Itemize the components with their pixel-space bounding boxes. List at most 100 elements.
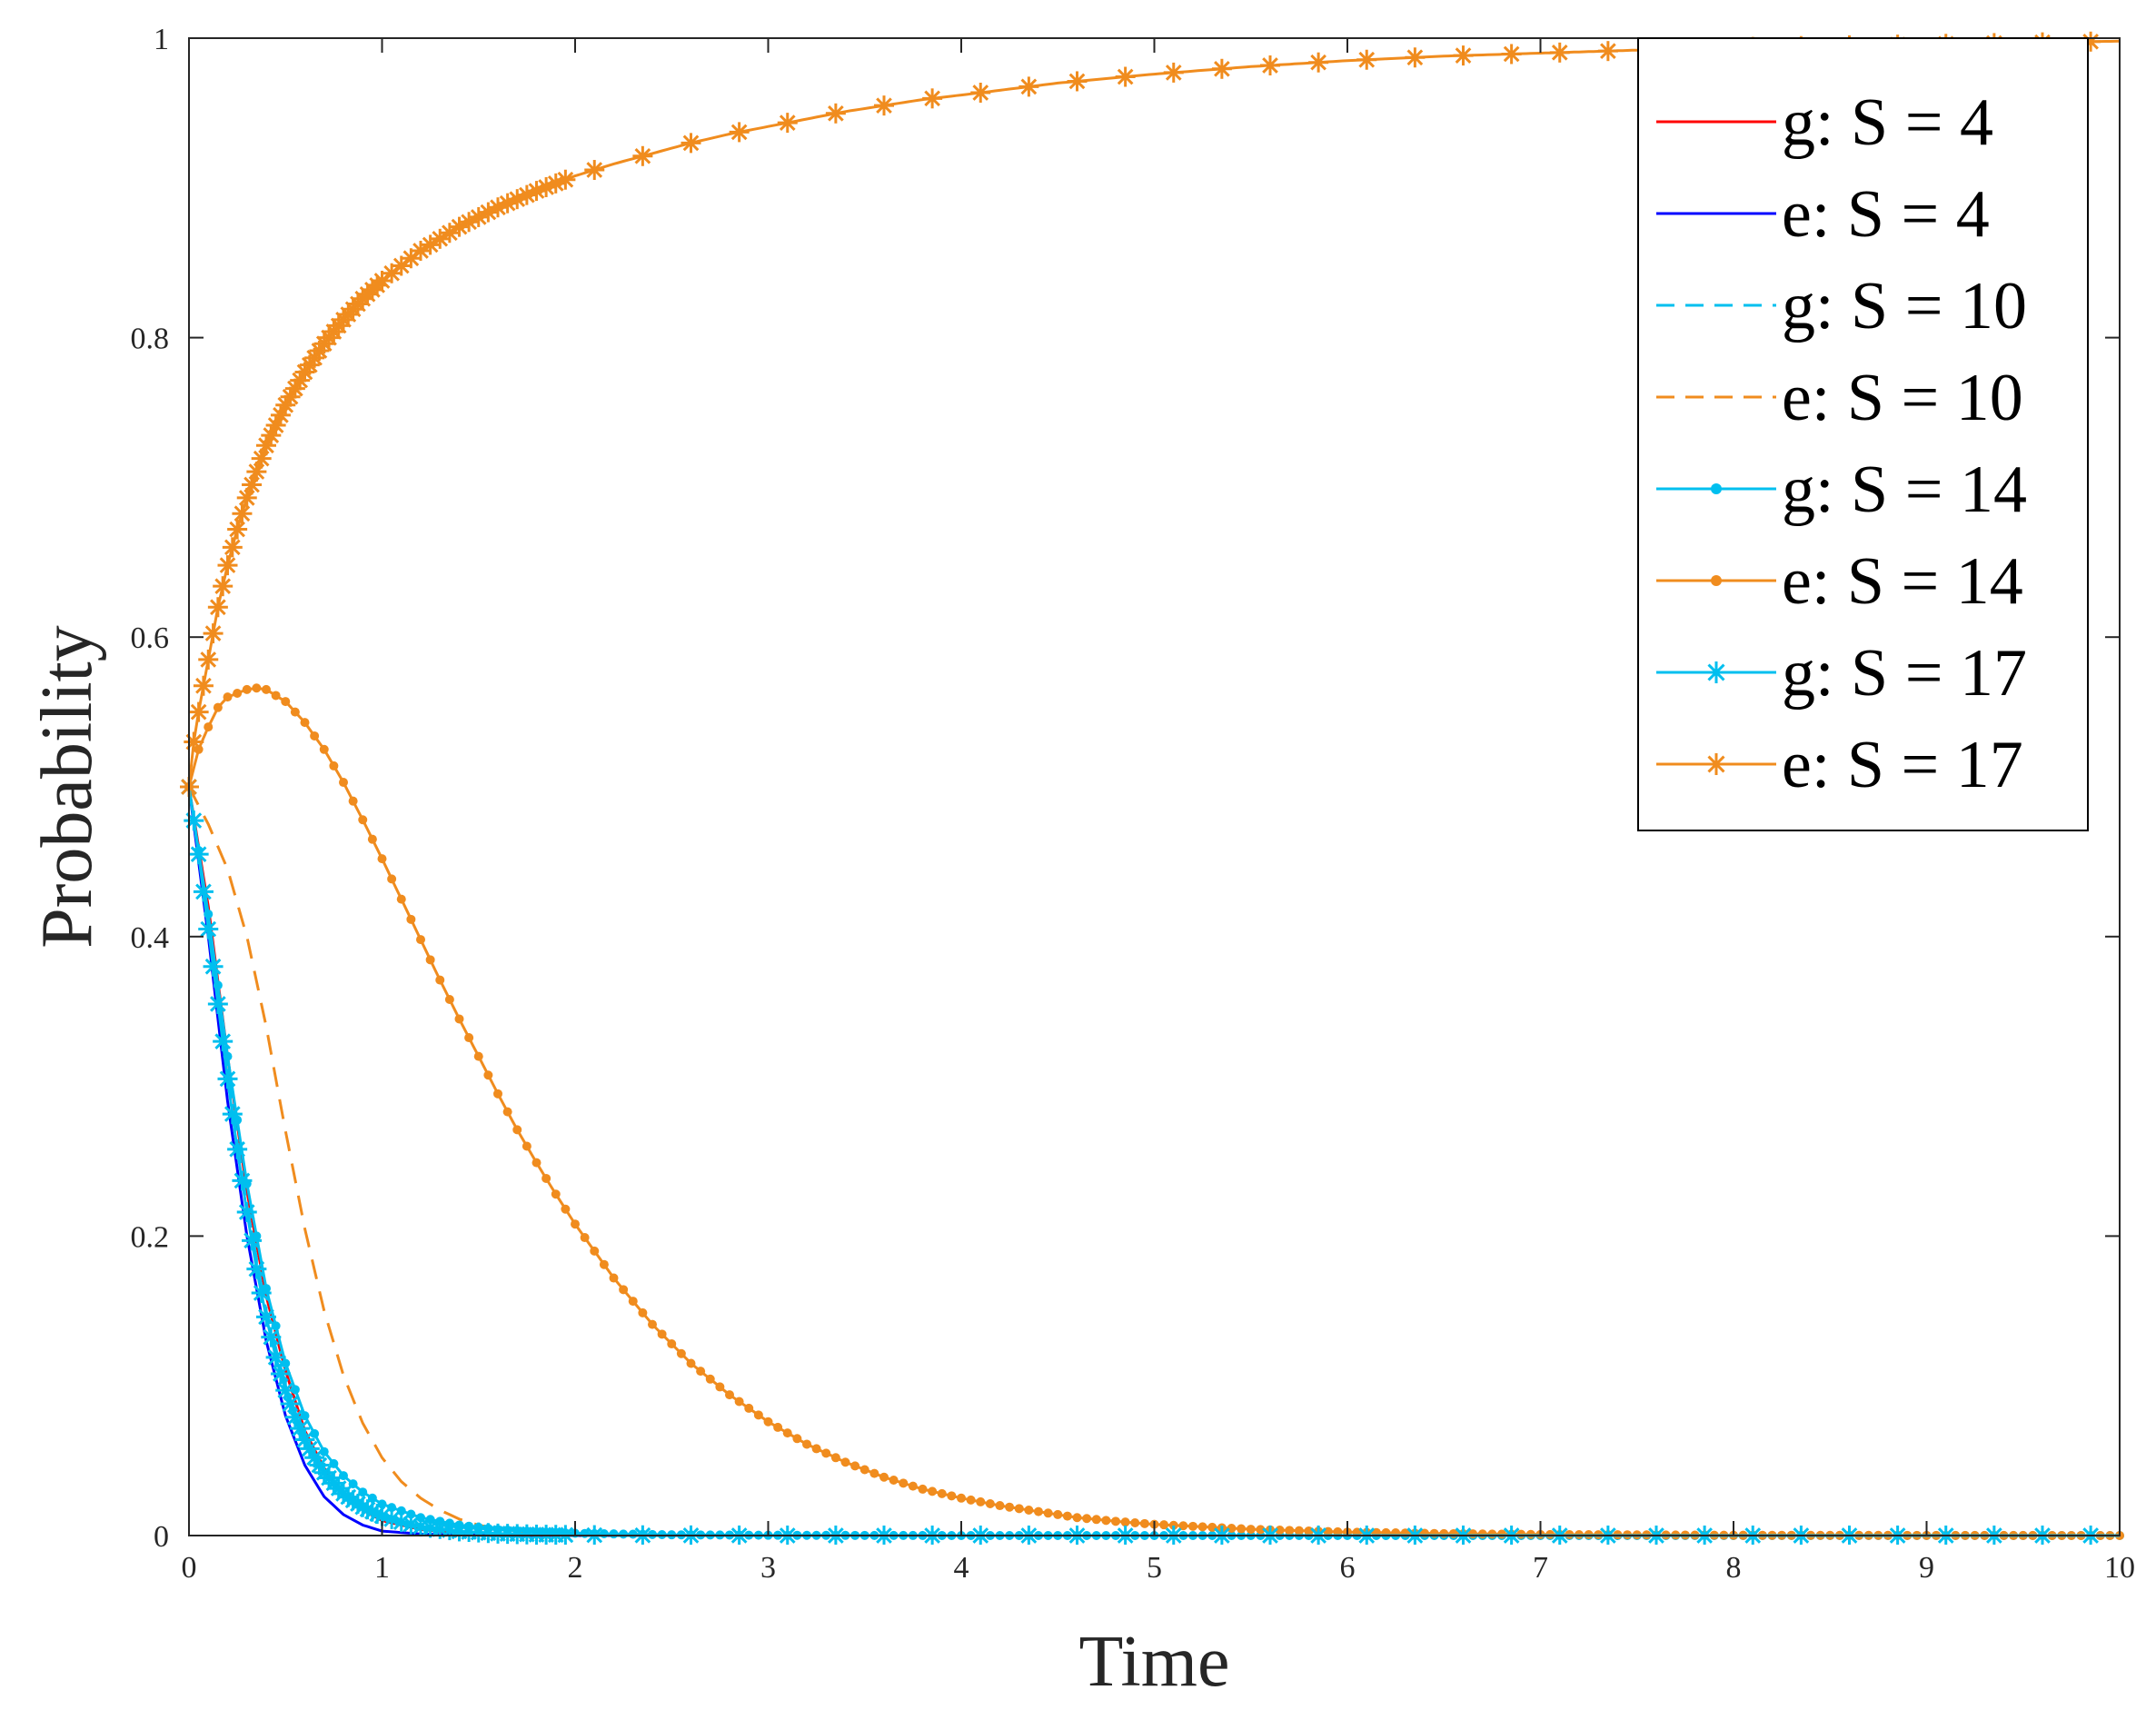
data-point [416, 935, 425, 945]
data-point [198, 649, 219, 670]
data-point [207, 597, 228, 618]
x-axis-label: Time [1078, 1622, 1229, 1702]
data-point [184, 810, 204, 831]
legend-item: g: S = 17 [1656, 636, 2027, 711]
legend-item: g: S = 4 [1656, 85, 1993, 160]
data-point [744, 1403, 754, 1413]
data-point [232, 1170, 253, 1191]
data-point [681, 133, 701, 154]
legend-label: e: S = 10 [1782, 361, 2023, 435]
x-tick-label: 1 [374, 1551, 390, 1585]
data-point [821, 1448, 831, 1458]
legend-label: g: S = 14 [1782, 452, 2027, 527]
data-point [1024, 1505, 1034, 1515]
data-point [1308, 52, 1329, 73]
data-point [632, 145, 653, 166]
data-point [256, 1307, 276, 1327]
data-point [223, 692, 233, 702]
data-point [551, 1189, 561, 1199]
x-tick-label: 7 [1533, 1551, 1548, 1585]
data-point [382, 263, 402, 283]
series-line [187, 786, 2120, 1537]
x-tick-label: 9 [1919, 1551, 1934, 1585]
x-tick-label: 10 [2104, 1551, 2135, 1585]
data-point [1405, 47, 1426, 68]
data-point [725, 1390, 734, 1400]
legend-item: g: S = 14 [1656, 452, 2027, 527]
y-tick-label: 0.8 [131, 323, 170, 356]
data-point [1477, 1529, 1487, 1539]
data-point [1285, 1526, 1295, 1536]
data-point [1549, 42, 1570, 63]
data-point [1014, 1504, 1024, 1514]
data-point [628, 1297, 638, 1307]
data-point [377, 1499, 387, 1509]
legend-marker [1711, 483, 1722, 494]
data-point [859, 1465, 869, 1475]
series-line [187, 786, 2120, 1537]
data-point [473, 1051, 483, 1061]
data-point [638, 1307, 648, 1317]
data-point [753, 1410, 763, 1420]
data-point [571, 1219, 580, 1229]
legend-item: e: S = 4 [1656, 177, 1990, 252]
data-point [561, 1204, 571, 1214]
data-point [1275, 1526, 1285, 1536]
data-point [265, 1347, 286, 1367]
data-point [213, 576, 233, 597]
series-e-s-4 [187, 786, 2120, 1537]
data-point [830, 1453, 840, 1463]
data-point [541, 1173, 551, 1183]
data-point [1111, 1516, 1120, 1526]
y-tick-label: 0.4 [131, 921, 170, 955]
data-point [976, 1496, 986, 1506]
y-axis-label: Probability [27, 625, 107, 949]
data-point [444, 995, 454, 1005]
data-point [1304, 1526, 1314, 1536]
data-point [1597, 41, 1618, 62]
data-point [580, 1233, 590, 1243]
data-point [1072, 1513, 1082, 1523]
data-point [590, 1246, 600, 1256]
data-point [310, 1428, 320, 1438]
data-point [899, 1478, 909, 1488]
data-point [502, 1107, 512, 1117]
data-point [840, 1457, 850, 1467]
data-point [777, 113, 798, 134]
data-point [300, 718, 310, 728]
data-point [213, 702, 223, 712]
data-point [705, 1374, 715, 1384]
data-point [1211, 58, 1232, 79]
data-point [715, 1382, 725, 1392]
data-point [676, 1348, 686, 1358]
data-point [290, 707, 300, 717]
data-point [242, 1230, 263, 1251]
data-point [188, 701, 209, 722]
data-point [262, 684, 271, 694]
data-point [1178, 1521, 1188, 1531]
data-point [522, 1141, 532, 1151]
legend-item: e: S = 17 [1656, 728, 2023, 802]
legend-label: e: S = 14 [1782, 544, 2023, 619]
data-point [1356, 49, 1377, 70]
data-point [204, 722, 214, 732]
series-g-s-17 [180, 777, 2120, 1545]
data-point [222, 537, 243, 558]
legend-marker [1705, 753, 1727, 775]
data-point [918, 1484, 928, 1494]
series-line [187, 786, 2120, 1537]
data-point [1237, 1524, 1247, 1534]
data-point [947, 1491, 957, 1501]
data-point [729, 122, 750, 143]
data-point [773, 1422, 783, 1432]
data-point [512, 1125, 522, 1135]
data-point [294, 1429, 315, 1450]
data-point [454, 1014, 464, 1024]
y-tick-label: 0.2 [131, 1220, 170, 1254]
data-point [869, 1468, 879, 1478]
data-point [1168, 1520, 1178, 1530]
data-point [281, 1358, 291, 1368]
legend-label: g: S = 10 [1782, 269, 2027, 343]
x-tick-label: 6 [1340, 1551, 1356, 1585]
data-point [937, 1488, 947, 1498]
